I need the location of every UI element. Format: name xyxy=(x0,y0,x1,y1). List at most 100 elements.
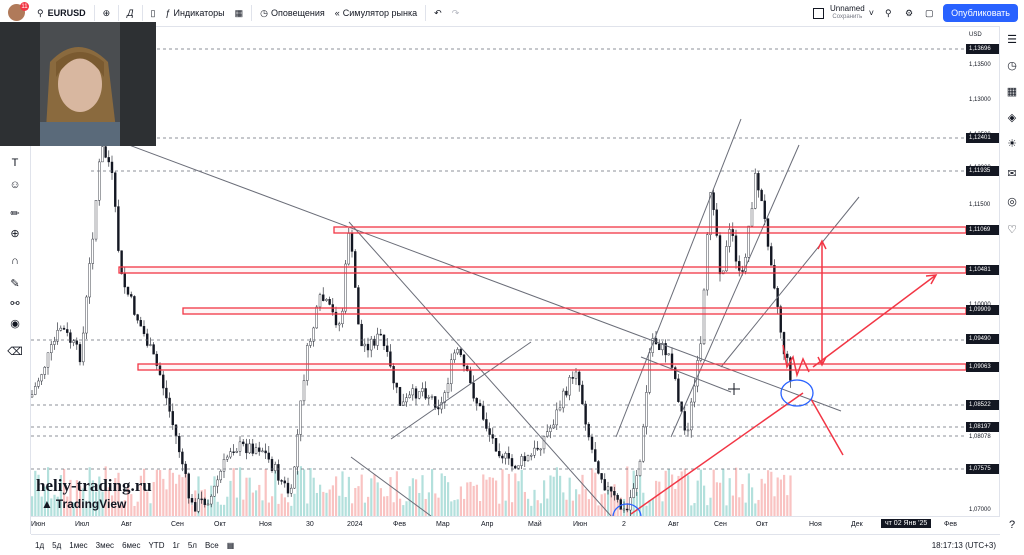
candle-body xyxy=(728,229,731,247)
search-icon: ⚲ xyxy=(885,7,892,18)
level-box-1.09909[interactable] xyxy=(182,307,966,315)
trendline-2[interactable] xyxy=(348,221,612,516)
arrow-head-up[interactable] xyxy=(817,239,827,250)
volume-bar xyxy=(40,496,43,516)
arrow-line-up-long[interactable] xyxy=(630,392,804,515)
range-button[interactable]: 1мес xyxy=(69,540,88,550)
candle-body xyxy=(626,508,629,511)
replay-button[interactable]: « Симулятор рынка xyxy=(330,0,422,26)
candle-body xyxy=(177,435,181,453)
quick-search-button[interactable]: ⚲ xyxy=(880,0,897,26)
range-button[interactable]: 5д xyxy=(52,540,62,550)
volume-bar xyxy=(299,466,302,516)
arrow-squiggle[interactable] xyxy=(782,344,810,378)
range-button[interactable]: 1г xyxy=(172,540,180,550)
range-button[interactable]: Все xyxy=(204,540,219,550)
volume-bar xyxy=(207,499,210,516)
range-button[interactable]: 5л xyxy=(187,540,197,550)
range-button[interactable]: YTD xyxy=(148,540,165,550)
undo-button[interactable]: ↶ xyxy=(429,0,447,26)
arrow-line-right[interactable] xyxy=(812,274,937,368)
highlight-ellipse-target[interactable] xyxy=(780,379,814,407)
candle-body xyxy=(459,349,462,356)
interval-button[interactable]: Д xyxy=(122,0,138,26)
candle-body xyxy=(779,306,782,333)
fullscreen-button[interactable]: ▢ xyxy=(920,0,939,26)
chart-type-button[interactable]: ▯ xyxy=(146,0,161,26)
idea-icon[interactable]: ☀ xyxy=(1007,137,1017,150)
trendline-4[interactable] xyxy=(350,456,432,516)
chart-canvas[interactable]: heliy-trading.ru ▲ TradingView xyxy=(31,27,966,516)
lock-icon[interactable]: ⚯ xyxy=(10,297,20,310)
level-box-1.11069[interactable] xyxy=(333,226,966,234)
volume-bar xyxy=(578,494,581,516)
candle-body xyxy=(680,401,683,412)
settings-button[interactable]: ⚙ xyxy=(900,0,918,26)
volume-bar xyxy=(95,491,98,516)
arrow-head-right[interactable] xyxy=(925,274,938,285)
alerts-button[interactable]: ◷ Оповещения xyxy=(255,0,330,26)
indicators-button[interactable]: ƒ Индикаторы xyxy=(160,0,229,26)
candle-body xyxy=(523,456,526,462)
magnet-icon[interactable]: ∩ xyxy=(11,255,19,267)
volume-bar xyxy=(283,497,286,516)
price-level-label: 1,07575 xyxy=(966,464,1000,474)
range-button[interactable]: 6мес xyxy=(122,540,141,550)
candle-body xyxy=(645,392,648,427)
highlight-ellipse-low[interactable] xyxy=(612,503,642,516)
volume-bar xyxy=(431,469,434,516)
chat-icon[interactable]: ✉ xyxy=(1007,167,1017,180)
bell-icon[interactable]: ♡ xyxy=(1007,223,1017,236)
candle-body xyxy=(325,299,328,301)
layers-icon[interactable]: ◈ xyxy=(1007,111,1017,124)
trendline-7[interactable] xyxy=(720,196,860,368)
symbol-search[interactable]: ⚲ EURUSD xyxy=(32,0,91,26)
trendline-5[interactable] xyxy=(615,118,742,438)
trendline-8[interactable] xyxy=(640,356,732,393)
zoom-icon[interactable]: ⊕ xyxy=(10,227,20,240)
trendline-1[interactable] xyxy=(120,141,842,412)
emoji-tool-icon[interactable]: ☺ xyxy=(9,179,21,191)
candle-body xyxy=(97,161,101,201)
text-tool-icon[interactable]: T xyxy=(11,157,19,169)
trash-icon[interactable]: ⌫ xyxy=(7,345,23,358)
time-axis[interactable]: Июн Июл Авг Сен Окт Ноя 30 2024 Фев Мар Апр Май Июн 2… xyxy=(31,516,1000,535)
level-box-1.09063[interactable] xyxy=(137,363,966,371)
eye-icon[interactable]: ◉ xyxy=(10,317,20,330)
volume-bar xyxy=(325,492,328,516)
help-icon[interactable]: ? xyxy=(1008,519,1016,531)
trendline-6[interactable] xyxy=(670,144,800,438)
volume-bar xyxy=(303,469,306,516)
candle-body xyxy=(526,455,530,462)
price-level-label: 1,08078 xyxy=(966,432,1000,442)
redo-button[interactable]: ↷ xyxy=(447,0,465,26)
lock-drawing-icon[interactable]: ✎ xyxy=(10,277,20,290)
time-tick: Мар xyxy=(436,521,450,528)
volume-bar xyxy=(312,477,315,516)
volume-bar xyxy=(459,486,462,516)
watchlist-icon[interactable]: ☰ xyxy=(1007,33,1017,46)
volume-bar xyxy=(85,500,88,516)
arrow-head-down[interactable] xyxy=(817,356,827,367)
candlestick-chart[interactable] xyxy=(31,27,966,516)
compare-button[interactable]: ⊕ xyxy=(98,0,116,26)
volume-bar xyxy=(456,499,459,516)
volume-bar xyxy=(47,467,50,516)
range-button[interactable]: 3мес xyxy=(95,540,115,550)
arrow-line-down[interactable] xyxy=(810,398,844,456)
go-to-date-icon[interactable]: ▦ xyxy=(226,540,235,550)
range-button[interactable]: 1д xyxy=(35,540,45,550)
trendline-3[interactable] xyxy=(390,341,532,440)
clock-icon[interactable]: ◷ xyxy=(1007,59,1017,72)
right-sidebar: ☰ ◷ ▦ ◈ ☀ ✉ ◎ ♡ ? xyxy=(999,26,1024,554)
ruler-icon[interactable]: ✏ xyxy=(10,207,20,220)
layout-button[interactable]: ▦ xyxy=(230,0,249,26)
candle-body xyxy=(661,343,664,351)
level-box-1.10481[interactable] xyxy=(118,266,966,274)
volume-bar xyxy=(475,484,478,516)
price-axis[interactable]: USD 1,135001,130001,125001,120001,115001… xyxy=(966,27,1000,516)
calendar-icon[interactable]: ▦ xyxy=(1006,85,1018,98)
publish-button[interactable]: Опубликовать xyxy=(943,4,1018,22)
broadcast-icon[interactable]: ◎ xyxy=(1007,195,1017,208)
layout-save[interactable]: Unnamed Сохранить ˅ xyxy=(808,0,879,26)
